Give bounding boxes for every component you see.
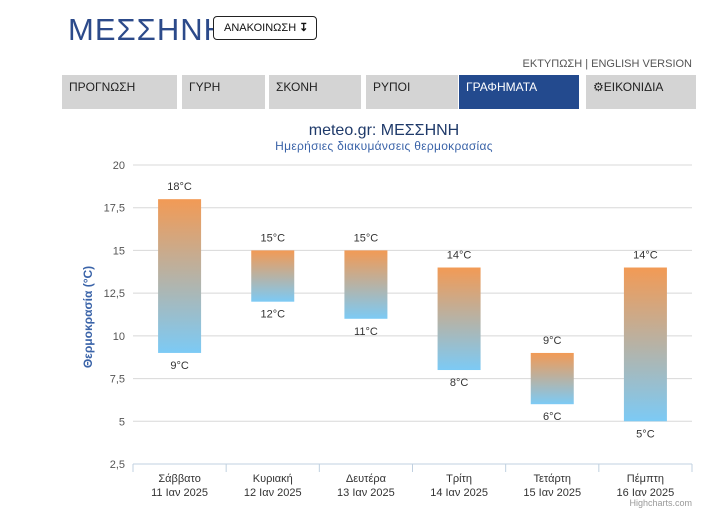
chart-svg: meteo.gr: ΜΕΣΣΗΝΗ Ημερήσιες διακυμάνσεις… xyxy=(81,122,693,508)
y-tick-label: 5 xyxy=(119,416,125,428)
temperature-range-bar xyxy=(437,267,481,371)
high-temp-label: 15°C xyxy=(354,232,379,244)
x-tick-label-date: 15 Ιαν 2025 xyxy=(523,487,581,499)
temperature-range-bar xyxy=(158,199,202,353)
y-tick-label: 17,5 xyxy=(104,203,125,215)
nav-bar: ΠΡΟΓΝΩΣΗ ΓΥΡΗ ΣΚΟΝΗ ΡΥΠΟΙ ΓΡΑΦΗΜΑΤΑ ⚙ΕΙΚ… xyxy=(62,75,698,109)
temperature-range-bar xyxy=(623,267,667,422)
top-links: ΕΚΤΥΠΩΣΗ | ENGLISH VERSION xyxy=(523,58,692,70)
y-tick-label: 2,5 xyxy=(110,459,125,471)
x-tick-label-day: Σάββατο xyxy=(158,473,200,485)
high-temp-label: 14°C xyxy=(447,250,472,262)
axis-layer: 2,5 5 7,5 10 12,5 15 17,5 20 Σάββατο 11 Ιαν 2025 Κ… xyxy=(104,160,693,499)
x-tick-label-date: 14 Ιαν 2025 xyxy=(430,487,488,499)
y-tick-label: 7,5 xyxy=(110,374,125,386)
high-temp-label: 14°C xyxy=(633,250,658,262)
y-tick-label: 12,5 xyxy=(104,288,125,300)
tab-forecast[interactable]: ΠΡΟΓΝΩΣΗ xyxy=(62,75,177,109)
high-temp-label: 18°C xyxy=(167,181,192,193)
gear-icon: ⚙ xyxy=(593,80,604,94)
announce-label: ΑΝΑΚΟΙΝΩΣΗ xyxy=(224,22,297,34)
x-tick-label-day: Τρίτη xyxy=(446,473,472,485)
arrow-down-icon: ↧ xyxy=(299,22,309,34)
low-temp-label: 12°C xyxy=(260,309,285,321)
link-separator: | xyxy=(582,58,592,70)
x-tick-label-date: 16 Ιαν 2025 xyxy=(617,487,675,499)
x-tick-label-day: Πέμπτη xyxy=(627,473,664,485)
label-layer: 18°C 9°C 15°C 12°C 15°C 11°C 14°C 8°C 9°C 6°C 14°C… xyxy=(167,181,657,440)
temperature-range-bar xyxy=(251,250,295,302)
y-tick-label: 20 xyxy=(113,160,125,172)
x-tick-label-date: 12 Ιαν 2025 xyxy=(244,487,302,499)
high-temp-label: 15°C xyxy=(260,232,285,244)
tab-charts[interactable]: ΓΡΑΦΗΜΑΤΑ xyxy=(459,75,579,109)
y-tick-label: 10 xyxy=(113,331,125,343)
x-tick-label-day: Δευτέρα xyxy=(346,473,387,485)
tab-label: ΣΚΟΝΗ xyxy=(276,80,318,94)
temperature-chart: meteo.gr: ΜΕΣΣΗΝΗ Ημερήσιες διακυμάνσεις… xyxy=(0,110,718,516)
tab-label: ΓΥΡΗ xyxy=(189,80,221,94)
tab-label: ΡΥΠΟΙ xyxy=(373,80,411,94)
x-tick-label-date: 11 Ιαν 2025 xyxy=(151,487,208,499)
x-tick-label-day: Τετάρτη xyxy=(533,473,571,485)
city-title: ΜΕΣΣΗΝΗ xyxy=(68,12,227,47)
tab-label: ΓΡΑΦΗΜΑΤΑ xyxy=(466,80,538,94)
tab-label: ΠΡΟΓΝΩΣΗ xyxy=(69,80,136,94)
grid-layer xyxy=(133,164,692,422)
bar-layer xyxy=(158,199,667,422)
low-temp-label: 6°C xyxy=(543,411,562,423)
low-temp-label: 8°C xyxy=(450,377,469,389)
low-temp-label: 11°C xyxy=(354,326,378,338)
y-tick-label: 15 xyxy=(113,245,125,257)
x-tick-label-day: Κυριακή xyxy=(253,473,293,485)
x-tick-label-date: 13 Ιαν 2025 xyxy=(337,487,395,499)
y-axis-label: Θερμοκρασία (°C) xyxy=(81,266,95,368)
tab-dust[interactable]: ΣΚΟΝΗ xyxy=(269,75,361,109)
chart-subtitle: Ημερήσιες διακυμάνσεις θερμοκρασίας xyxy=(275,139,493,153)
tab-pollutants[interactable]: ΡΥΠΟΙ xyxy=(366,75,458,109)
tab-icons[interactable]: ⚙ΕΙΚΟΝΙΔΙΑ xyxy=(586,75,696,109)
low-temp-label: 5°C xyxy=(636,428,655,440)
low-temp-label: 9°C xyxy=(170,360,189,372)
english-version-link[interactable]: ENGLISH VERSION xyxy=(591,58,692,70)
announce-button[interactable]: ΑΝΑΚΟΙΝΩΣΗ ↧ xyxy=(213,16,318,40)
credits-link[interactable]: Highcharts.com xyxy=(629,498,692,508)
temperature-range-bar xyxy=(344,250,388,319)
temperature-range-bar xyxy=(530,352,574,405)
print-link[interactable]: ΕΚΤΥΠΩΣΗ xyxy=(522,58,583,70)
chart-title: meteo.gr: ΜΕΣΣΗΝΗ xyxy=(309,122,459,139)
high-temp-label: 9°C xyxy=(543,335,562,347)
tab-label: ΕΙΚΟΝΙΔΙΑ xyxy=(603,80,664,94)
tab-pollen[interactable]: ΓΥΡΗ xyxy=(182,75,265,109)
